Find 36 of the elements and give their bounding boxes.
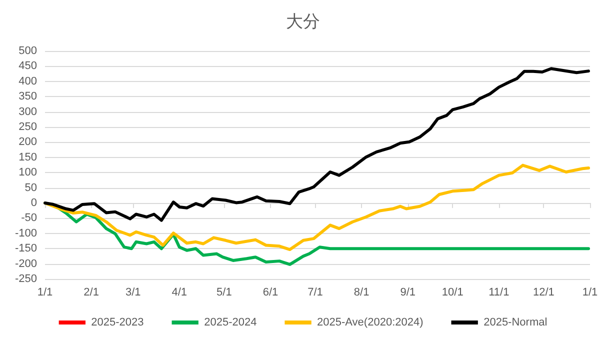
y-tick-label: 0 (30, 197, 37, 209)
y-tick-label: -50 (21, 212, 37, 224)
x-tick-label: 12/1 (533, 286, 554, 298)
y-tick-label: 400 (18, 75, 37, 88)
y-tick-label: 150 (18, 151, 37, 164)
y-tick-label: 300 (18, 106, 37, 118)
y-tick-label: -250 (14, 273, 37, 285)
x-tick-label: 4/1 (172, 286, 188, 298)
y-tick-label: -150 (14, 242, 37, 255)
x-tick-label: 7/1 (308, 286, 323, 298)
x-tick-label: 2/1 (84, 286, 99, 298)
legend-label: 2025-Normal (484, 316, 548, 328)
x-tick-label: 1/1 (37, 286, 53, 298)
y-tick-label: -200 (14, 258, 37, 270)
legend-label: 2025-2024 (204, 316, 257, 328)
chart-title: 大分 (286, 12, 320, 31)
line-series (44, 67, 590, 222)
y-tick-label: 250 (18, 121, 37, 133)
y-tick-label: 350 (18, 90, 37, 103)
x-tick-label: 9/1 (400, 286, 416, 298)
legend-label: 2025-2023 (91, 316, 144, 328)
x-tick-label: 8/1 (354, 286, 370, 298)
x-tick-label: 5/1 (216, 286, 232, 298)
x-tick-label: 10/1 (442, 286, 464, 298)
y-tick-label: 50 (24, 182, 37, 194)
line-series (44, 164, 590, 252)
x-tick-label: 6/1 (262, 286, 278, 298)
y-tick-label: -100 (14, 227, 37, 240)
legend-label: 2025-Ave(2020:2024) (317, 316, 424, 328)
y-tick-label: 100 (18, 166, 37, 179)
y-tick-label: 450 (18, 60, 37, 72)
x-tick-label: 1/1 (582, 286, 598, 298)
x-tick-label: 11/1 (488, 286, 510, 298)
y-tick-label: 500 (18, 45, 37, 57)
x-tick-label: 3/1 (125, 286, 141, 298)
y-tick-label: 200 (18, 136, 37, 148)
